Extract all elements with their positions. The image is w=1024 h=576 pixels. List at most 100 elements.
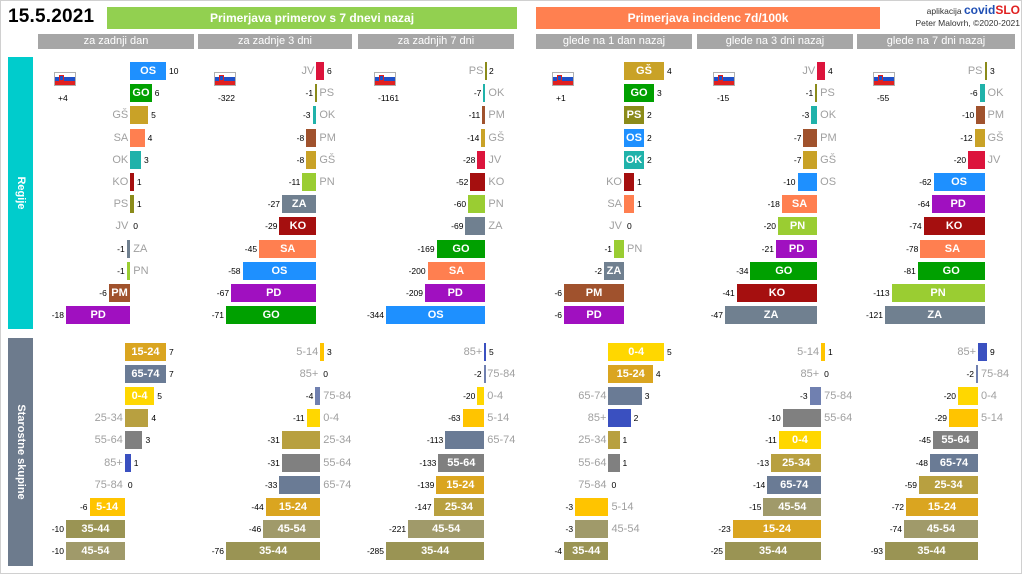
bar-ZA (885, 306, 985, 325)
value-label: 1 (136, 199, 142, 210)
bar-75-84 (315, 387, 321, 406)
value-label: -46 (248, 523, 262, 534)
value-label: 0 (611, 479, 617, 490)
slovenia-flag-icon (54, 72, 76, 86)
category-label: 85+ (104, 456, 123, 469)
bar-KO (736, 284, 818, 302)
credits: aplikacija covidSLO Peter Malovrh, ©2020… (884, 4, 1020, 29)
category-label: 75-84 (578, 478, 607, 491)
section-label-text: Starostne skupine (14, 404, 27, 500)
bar-JV (968, 150, 985, 169)
category-label: ZA (291, 198, 307, 211)
category-label: 45-54 (432, 522, 461, 535)
value-label: -7 (473, 88, 482, 99)
category-label: 75-84 (94, 478, 123, 491)
value-label: -74 (909, 221, 922, 232)
category-label: PN (627, 242, 643, 255)
bar-65-74 (930, 453, 978, 472)
value-label: -2 (594, 265, 602, 276)
bar-SA (624, 195, 634, 214)
value-label: -4 (305, 391, 314, 402)
brand-part-b: SLO (995, 3, 1020, 17)
bar-GO (436, 239, 486, 258)
category-label: GO (942, 264, 960, 277)
bar-PS (624, 106, 644, 125)
bar-25-34 (124, 409, 149, 428)
column-header: za zadnjih 7 dni (358, 34, 514, 49)
bar-25-34 (919, 475, 978, 494)
bar-OS (130, 62, 166, 80)
bar-0-4 (124, 387, 155, 406)
bar-ZA (126, 239, 131, 258)
value-label: 0 (627, 221, 632, 232)
bar-OK (312, 106, 317, 125)
value-label: 6 (327, 66, 332, 76)
value-label: -31 (267, 457, 280, 468)
bar-5-14 (462, 409, 485, 428)
bar-PN (302, 173, 317, 191)
flag-stripe (874, 73, 894, 77)
value-label: 1 (637, 177, 642, 187)
bar-PM (803, 128, 818, 147)
category-label: 75-84 (487, 368, 516, 381)
category-label: PD (447, 287, 463, 299)
bar-KO (923, 217, 985, 236)
flag-stripe (878, 75, 883, 81)
value-label: -71 (211, 310, 224, 321)
category-label: 65-74 (323, 478, 352, 491)
category-label: PS (319, 87, 335, 100)
column-header: glede na 3 dni nazaj (697, 34, 853, 49)
value-label: -285 (366, 545, 384, 556)
value-label: -139 (417, 479, 435, 490)
flag-stripe (55, 81, 75, 85)
category-label: OS (951, 176, 967, 188)
bar-5-14 (89, 497, 125, 516)
category-label: SA (791, 198, 808, 211)
category-label: 15-24 (762, 522, 791, 535)
bar-ZA (725, 306, 818, 325)
category-label: 25-34 (782, 456, 811, 469)
bar-85+ (608, 409, 631, 428)
value-label: -76 (211, 545, 224, 556)
value-label: -59 (904, 479, 917, 490)
category-label: PM (488, 109, 505, 122)
category-label: 65-74 (939, 456, 969, 469)
value-label: -6 (554, 288, 562, 298)
category-label: 15-24 (616, 368, 645, 381)
value-label: -2 (474, 369, 482, 380)
value-label: -23 (718, 523, 731, 534)
value-label: -74 (889, 523, 902, 534)
bar-45-54 (408, 519, 485, 538)
value-label: 3 (327, 347, 332, 357)
category-label: PD (788, 242, 805, 255)
flag-stripe (553, 81, 573, 85)
value-label: -3 (801, 110, 810, 121)
bar-5-14 (949, 409, 978, 428)
category-label: 35-44 (421, 544, 450, 557)
category-label: GŠ (820, 153, 837, 166)
value-label: -15 (749, 501, 762, 512)
flag-stripe (714, 81, 734, 85)
bar-PS (315, 84, 318, 103)
value-label: -6 (99, 288, 107, 298)
category-label: PM (319, 131, 336, 144)
national-change-value: -55 (877, 93, 890, 103)
value-label: -113 (873, 288, 890, 298)
category-label: 25-34 (323, 434, 352, 447)
category-label: 55-64 (824, 412, 853, 425)
bar-15-24 (124, 343, 166, 361)
section-label-age-groups: Starostne skupine (8, 338, 33, 566)
bar-GŠ (974, 128, 985, 147)
slovenia-flag-icon (873, 72, 895, 86)
value-label: -3 (565, 523, 574, 534)
bar-SA (259, 239, 317, 258)
bar-KO (624, 173, 634, 191)
value-label: -21 (761, 243, 774, 254)
category-label: 55-64 (941, 434, 970, 447)
category-label: PD (950, 198, 966, 211)
bar-45-54 (575, 519, 609, 538)
value-label: -20 (943, 391, 956, 402)
value-label: -44 (251, 501, 264, 512)
bar-65-74 (767, 475, 822, 494)
